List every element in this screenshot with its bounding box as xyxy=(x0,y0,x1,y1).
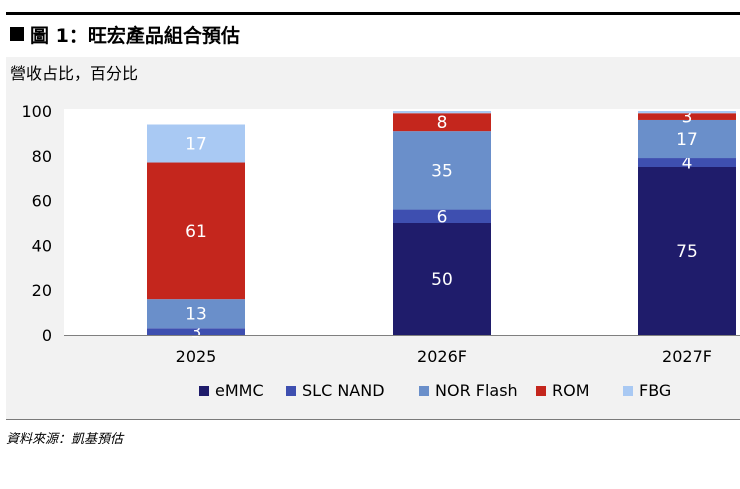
data-label: 3 xyxy=(191,323,202,343)
bar-segment-fbg xyxy=(638,111,736,114)
y-tick-label: 20 xyxy=(32,281,52,300)
data-label: 17 xyxy=(185,134,207,154)
bar-segment-nor-flash xyxy=(638,119,736,159)
y-tick-label: 60 xyxy=(32,192,52,211)
legend-swatch xyxy=(536,386,546,396)
x-tick-label: 2025 xyxy=(176,347,217,366)
legend-swatch xyxy=(419,386,429,396)
figure-title-text: 圖 1：旺宏產品組合預估 xyxy=(30,24,240,47)
bar-segment-slc-nand xyxy=(638,158,736,167)
top-rule xyxy=(6,12,740,15)
stacked-bar-chart: 020406080100313611720255063582026F754173… xyxy=(21,102,740,400)
source-note: 資料來源：凱基預估 xyxy=(6,432,124,447)
bar-segment-fbg xyxy=(147,124,245,163)
legend-swatch xyxy=(623,386,633,396)
data-label: 6 xyxy=(437,207,448,227)
y-tick-label: 100 xyxy=(21,102,52,121)
y-tick-label: 80 xyxy=(32,147,52,166)
data-label: 3 xyxy=(682,108,693,128)
data-label: 17 xyxy=(676,130,698,150)
data-label: 75 xyxy=(676,242,698,262)
data-label: 4 xyxy=(682,154,693,174)
data-label: 35 xyxy=(431,161,453,181)
bar-segment-rom xyxy=(147,162,245,300)
data-label: 13 xyxy=(185,305,207,325)
bar-segment-slc-nand xyxy=(393,209,491,223)
legend-swatch xyxy=(286,386,296,396)
y-tick-label: 40 xyxy=(32,236,52,255)
legend-label: SLC NAND xyxy=(302,381,385,400)
panel-bottom-line xyxy=(6,419,740,420)
bar-segment-fbg xyxy=(393,111,491,114)
legend-label: eMMC xyxy=(215,381,264,400)
legend-label: FBG xyxy=(639,381,671,400)
data-label: 50 xyxy=(431,270,453,290)
title-square-icon xyxy=(10,27,24,41)
data-label: 8 xyxy=(437,113,448,133)
figure-title: 圖 1：旺宏產品組合預估 xyxy=(10,20,240,48)
bar-segment-slc-nand xyxy=(147,328,245,335)
legend-swatch xyxy=(199,386,209,396)
legend-label: NOR Flash xyxy=(435,381,518,400)
bar-segment-emmc xyxy=(393,223,491,335)
bar-segment-nor-flash xyxy=(147,299,245,329)
bar-segment-nor-flash xyxy=(393,131,491,210)
bar-segment-rom xyxy=(393,113,491,132)
bar-segment-rom xyxy=(638,113,736,120)
legend-label: ROM xyxy=(552,381,590,400)
data-label: 61 xyxy=(185,222,207,242)
x-tick-label: 2027F xyxy=(662,347,712,366)
bar-segment-emmc xyxy=(638,167,736,335)
unit-label: 營收占比，百分比 xyxy=(10,64,139,83)
bar-segment-remainder xyxy=(147,111,245,125)
x-tick-label: 2026F xyxy=(417,347,467,366)
y-tick-label: 0 xyxy=(42,326,52,345)
